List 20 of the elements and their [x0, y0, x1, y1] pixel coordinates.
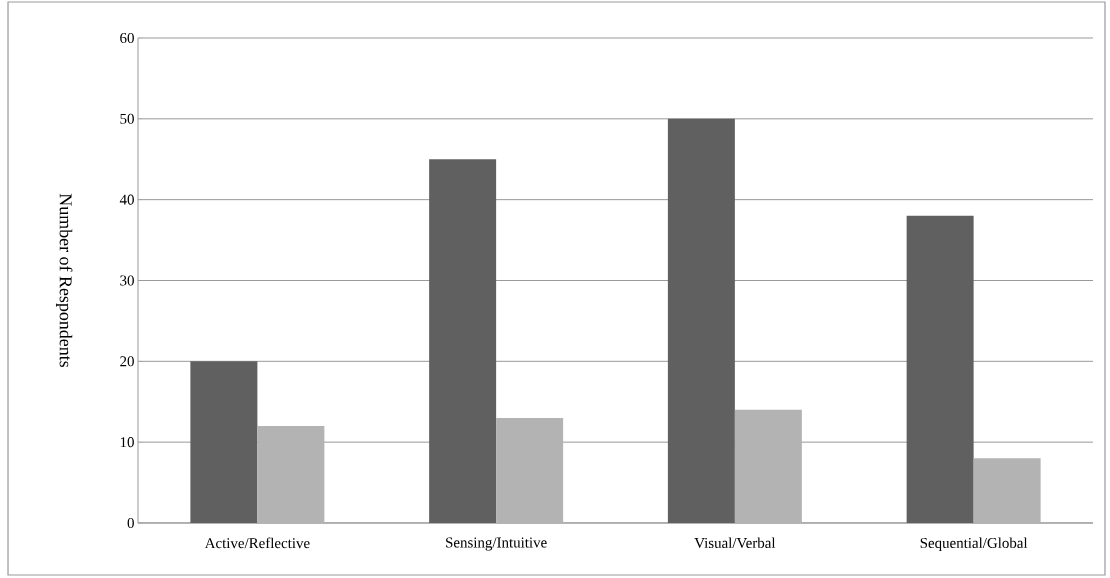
- y-tick-label: 60: [120, 32, 134, 44]
- y-tick-label: 30: [120, 275, 134, 286]
- x-tick-label: Sequential/Global: [920, 537, 1028, 552]
- x-tick-label: Visual/Verbal: [694, 537, 776, 549]
- y-tick-label: 20: [120, 356, 134, 367]
- bar: [190, 361, 258, 523]
- y-tick-label: 0: [127, 517, 134, 529]
- bar: [734, 409, 802, 523]
- bar: [973, 458, 1041, 523]
- x-tick-label: Sensing/Intuitive: [446, 537, 547, 551]
- bar: [667, 118, 735, 523]
- bar: [496, 417, 564, 523]
- bar: [906, 215, 974, 523]
- y-tick-label: 40: [119, 194, 134, 205]
- y-tick-label: 50: [120, 113, 134, 124]
- y-axis-title: Number of Respondents: [55, 193, 73, 367]
- y-tick-label: 10: [120, 437, 134, 448]
- bar: [429, 159, 497, 523]
- x-tick-label: Active/Reflective: [204, 537, 310, 549]
- bar: [257, 425, 325, 523]
